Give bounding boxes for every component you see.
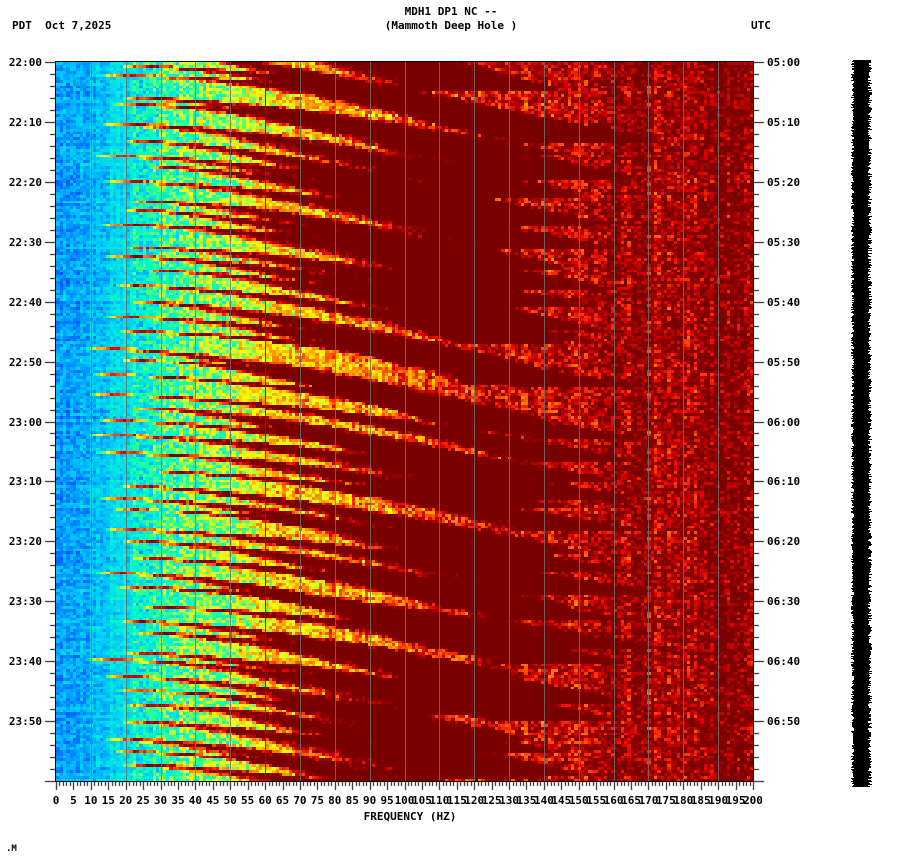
frequency-tick-label: 155: [586, 794, 607, 807]
frequency-tick-label: 110: [429, 794, 450, 807]
corner-mark: .M: [6, 844, 17, 854]
time-tick-label-utc: 05:00: [767, 56, 801, 69]
time-tick-label-pdt: 23:00: [8, 415, 42, 429]
frequency-tick-label: 10: [84, 794, 98, 807]
frequency-tick-label: 115: [446, 794, 467, 807]
time-tick-label-pdt: 22:20: [8, 175, 42, 189]
header-timezone-utc: UTC: [751, 19, 771, 32]
frequency-axis-title: FREQUENCY (HZ): [363, 810, 457, 823]
frequency-tick-label: 160: [603, 794, 624, 807]
frequency-tick-label: 200: [743, 794, 763, 807]
frequency-tick-label: 125: [481, 794, 502, 807]
time-tick-label-pdt: 22:50: [8, 355, 42, 369]
frequency-tick-label: 75: [310, 794, 324, 807]
frequency-tick-label: 150: [568, 794, 589, 807]
time-tick-label-utc: 05:30: [767, 235, 801, 249]
time-axis-left-ticks: [30, 55, 56, 790]
frequency-tick-label: 190: [708, 794, 729, 807]
page-title-station: MDH1 DP1 NC --: [404, 5, 498, 18]
time-tick-label-pdt: 23:20: [8, 535, 42, 549]
frequency-tick-label: 40: [188, 794, 203, 807]
time-tick-label-utc: 06:20: [767, 535, 801, 549]
frequency-tick-label: 20: [119, 794, 133, 807]
frequency-tick-label: 35: [171, 794, 185, 807]
frequency-tick-label: 65: [275, 794, 290, 807]
saturation-bar: [849, 60, 873, 787]
time-tick-label-utc: 06:00: [767, 415, 801, 429]
time-tick-label-utc: 05:40: [767, 295, 801, 309]
frequency-tick-label: 175: [655, 794, 676, 807]
time-tick-label-utc: 06:50: [767, 715, 801, 729]
time-tick-label-utc: 05:50: [767, 355, 801, 369]
frequency-tick-label: 85: [345, 794, 359, 807]
time-tick-label-pdt: 23:10: [8, 475, 42, 489]
time-axis-right-ticks: [753, 55, 779, 790]
frequency-tick-label: 120: [464, 794, 485, 807]
frequency-tick-label: 105: [411, 794, 432, 807]
frequency-tick-label: 90: [363, 794, 377, 807]
time-tick-label-pdt: 23:40: [8, 655, 42, 669]
frequency-axis-ticks: [30, 781, 790, 797]
frequency-tick-label: 185: [690, 794, 711, 807]
frequency-tick-label: 165: [621, 794, 641, 807]
frequency-tick-label: 170: [638, 794, 659, 807]
frequency-tick-label: 80: [328, 794, 342, 807]
frequency-tick-label: 140: [533, 794, 554, 807]
time-tick-label-pdt: 22:30: [8, 235, 42, 249]
frequency-tick-label: 30: [153, 794, 168, 807]
frequency-tick-label: 5: [70, 794, 77, 807]
frequency-tick-label: 50: [223, 794, 237, 807]
frequency-tick-label: 180: [673, 794, 694, 807]
frequency-tick-label: 195: [725, 794, 746, 807]
frequency-tick-label: 135: [516, 794, 537, 807]
frequency-tick-label: 70: [293, 794, 307, 807]
time-tick-label-utc: 06:30: [767, 595, 801, 609]
frequency-tick-label: 45: [206, 794, 220, 807]
time-tick-label-utc: 05:10: [767, 115, 801, 129]
time-tick-label-pdt: 22:00: [8, 56, 42, 69]
frequency-tick-label: 95: [380, 794, 394, 807]
frequency-tick-label: 55: [241, 794, 255, 807]
header-timezone-date: PDT Oct 7,2025: [12, 19, 112, 32]
frequency-tick-label: 0: [52, 794, 60, 807]
time-tick-label-pdt: 22:40: [8, 295, 42, 309]
frequency-tick-label: 15: [101, 794, 115, 807]
time-tick-label-utc: 05:20: [767, 175, 801, 189]
time-tick-label-utc: 06:10: [767, 475, 801, 489]
time-tick-label-utc: 06:40: [767, 655, 801, 669]
time-tick-label-pdt: 23:30: [8, 595, 42, 609]
frequency-tick-label: 145: [551, 794, 572, 807]
frequency-tick-label: 100: [394, 794, 415, 807]
page-title-location: (Mammoth Deep Hole ): [384, 19, 518, 32]
spectrogram-plot: [56, 62, 753, 781]
frequency-tick-label: 25: [136, 794, 150, 807]
frequency-tick-label: 130: [499, 794, 519, 807]
time-tick-label-pdt: 23:50: [8, 715, 42, 729]
frequency-tick-label: 60: [258, 794, 272, 807]
spectrogram-canvas: [56, 62, 753, 781]
time-tick-label-pdt: 22:10: [8, 115, 42, 129]
